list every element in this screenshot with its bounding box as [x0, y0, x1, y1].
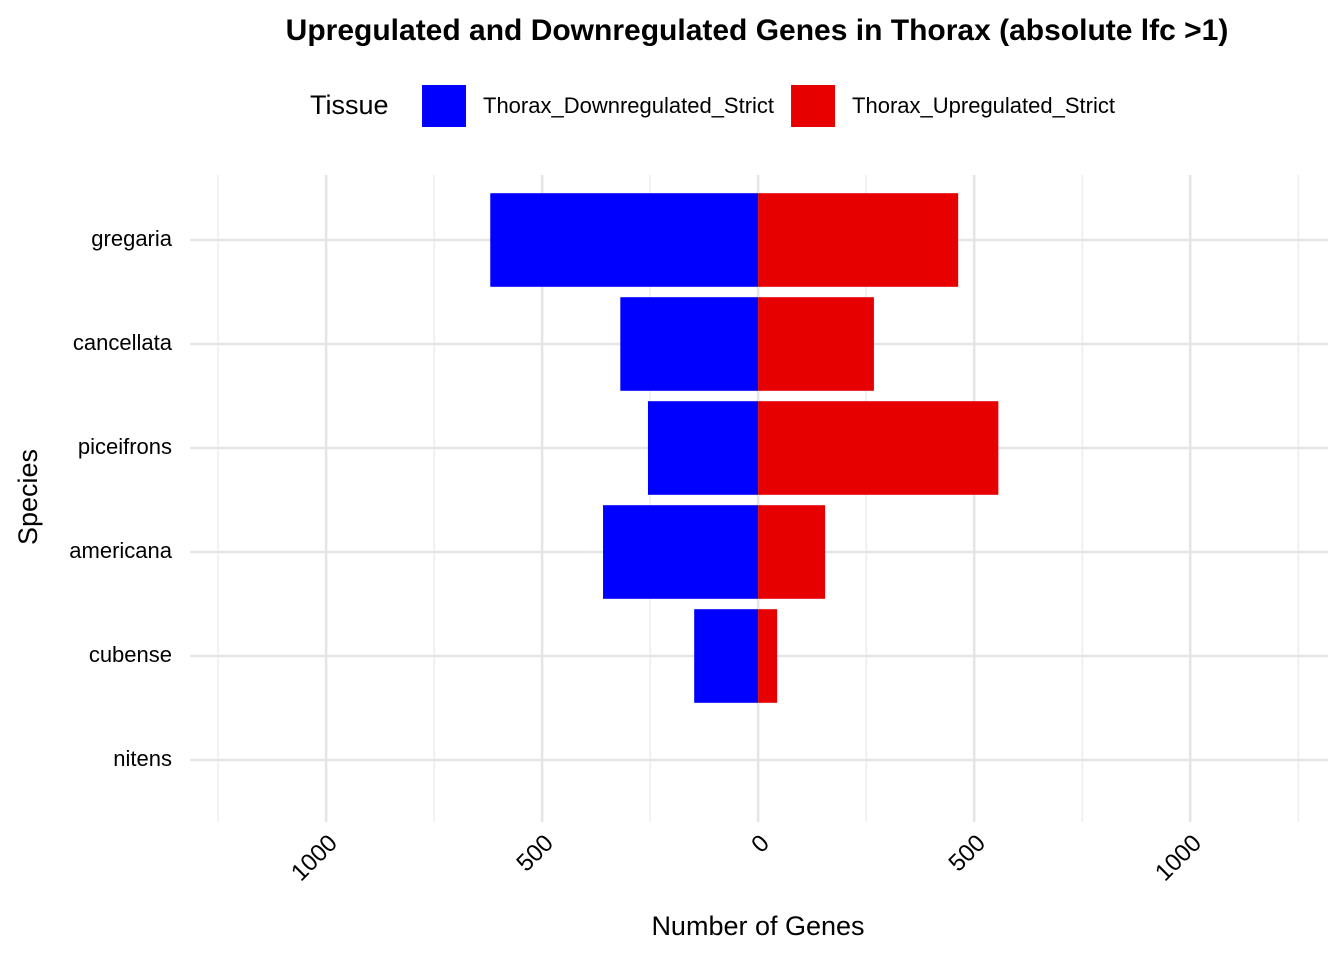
y-tick-label: cancellata: [73, 330, 173, 355]
legend-label: Thorax_Downregulated_Strict: [483, 93, 774, 118]
bar: [758, 609, 778, 703]
bar: [758, 505, 826, 599]
x-axis-title: Number of Genes: [651, 911, 864, 941]
legend-swatch: [791, 85, 836, 127]
bar: [758, 193, 959, 287]
legend-label: Thorax_Upregulated_Strict: [852, 93, 1115, 118]
y-axis-title: Species: [13, 449, 43, 545]
y-tick-label: cubense: [89, 642, 172, 667]
bar: [694, 609, 759, 703]
bar: [620, 297, 759, 391]
y-tick-label: americana: [69, 538, 172, 563]
x-tick-label: 1000: [286, 830, 343, 887]
bar: [758, 297, 874, 391]
x-tick-label: 500: [511, 830, 558, 877]
chart-title: Upregulated and Downregulated Genes in T…: [286, 14, 1229, 47]
bar: [603, 505, 759, 599]
y-tick-label: piceifrons: [78, 434, 172, 459]
bar: [647, 401, 759, 495]
bar: [490, 193, 759, 287]
bar: [758, 401, 999, 495]
x-tick-label: 0: [746, 830, 775, 859]
y-tick-label: nitens: [113, 746, 172, 771]
legend-title: Tissue: [310, 90, 389, 120]
x-tick-label: 1000: [1150, 830, 1207, 887]
y-tick-label: gregaria: [91, 226, 172, 251]
legend-swatch: [422, 85, 466, 127]
x-tick-label: 500: [943, 830, 990, 877]
